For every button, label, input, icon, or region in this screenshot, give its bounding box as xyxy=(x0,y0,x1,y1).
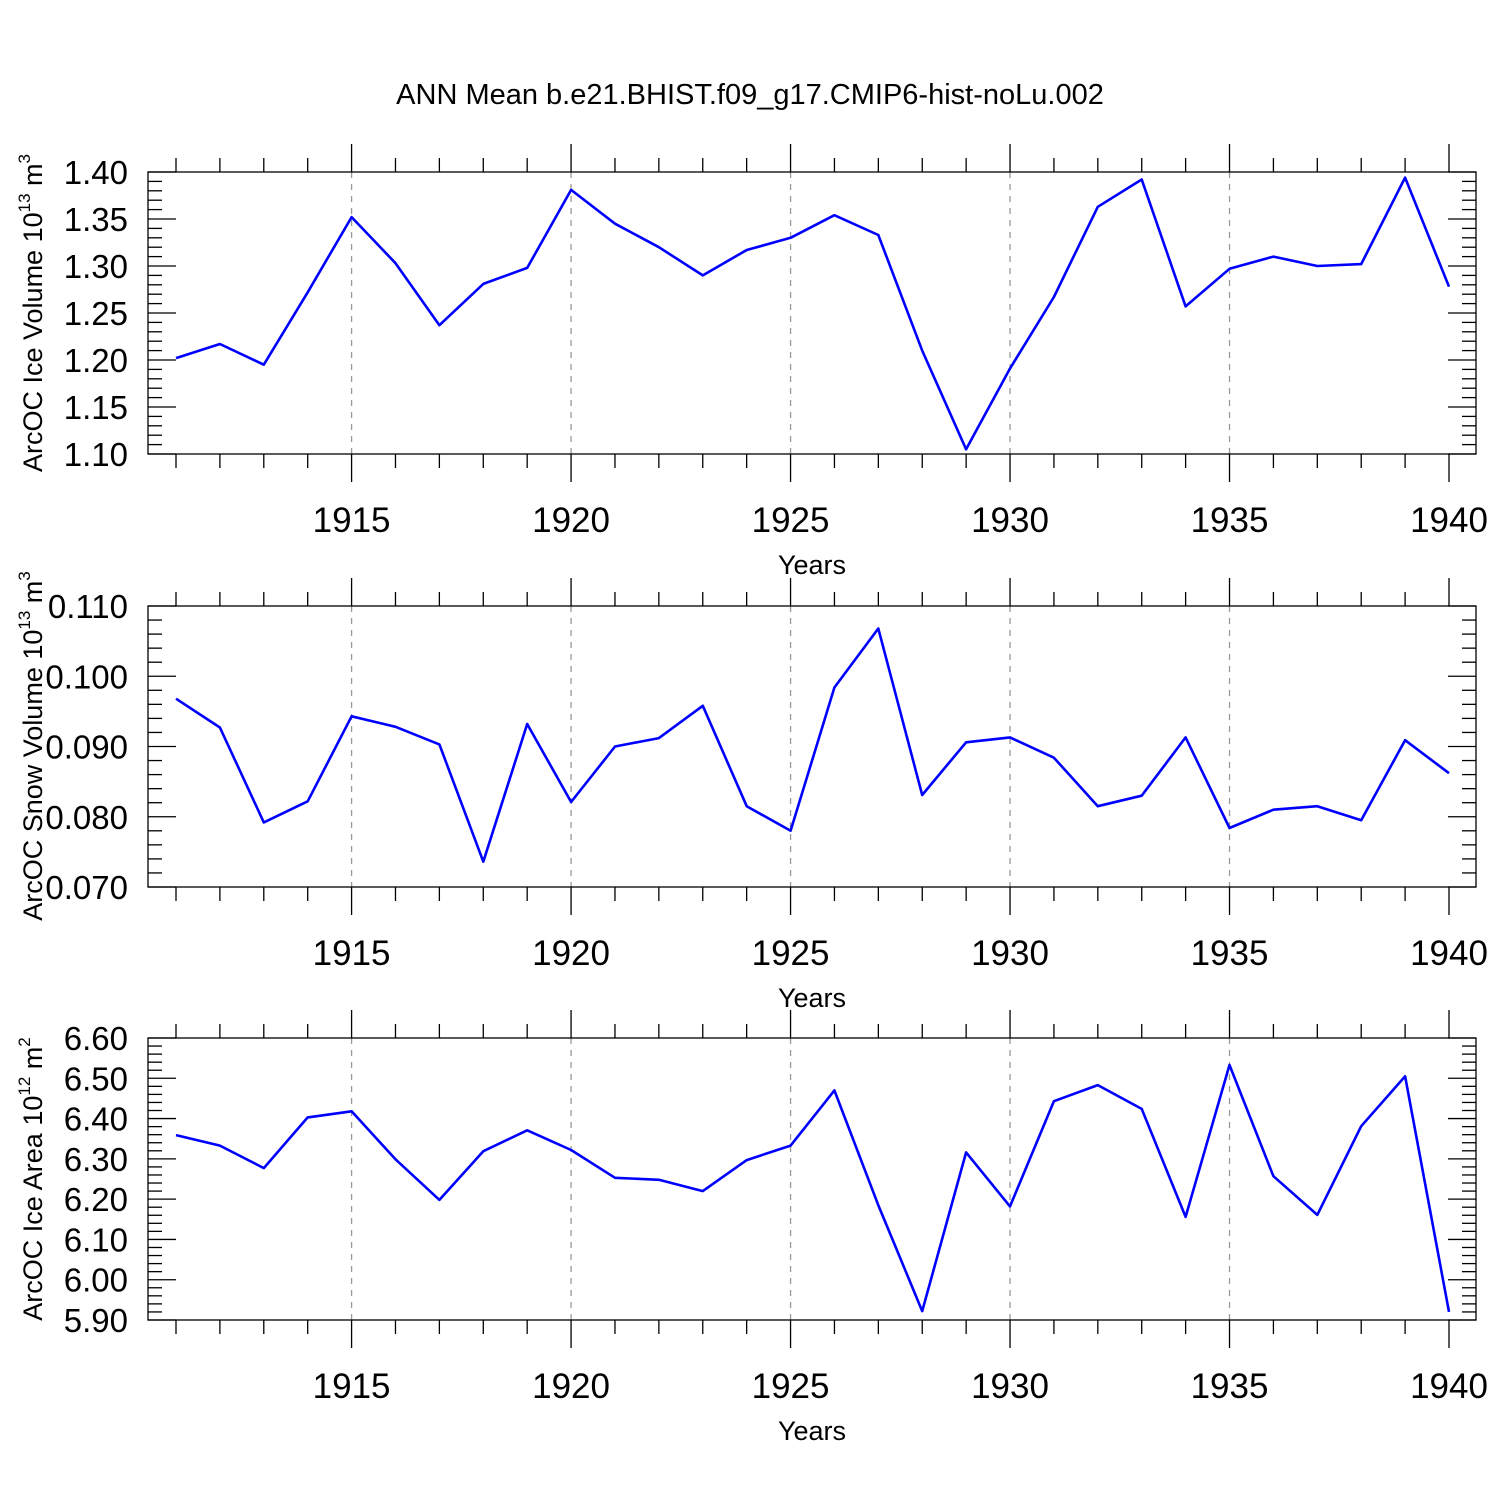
y-axis-label-text: ArcOC Ice Volume 10 xyxy=(18,212,48,472)
y-tick-label: 6.20 xyxy=(64,1181,128,1218)
plot-frame xyxy=(147,1037,1477,1321)
x-tick-label: 1930 xyxy=(971,934,1049,973)
panels: 1915 1920 1925 1930 1935 1940 Years 1.10 1.15 1.2… xyxy=(15,144,1488,1446)
y-axis-label-unit-exponent: 3 xyxy=(15,571,34,580)
x-tick-label: 1940 xyxy=(1410,1367,1488,1406)
x-tick-label: 1930 xyxy=(971,501,1049,540)
y-axis-label-unit-exponent: 3 xyxy=(15,154,34,163)
series-line xyxy=(175,176,1451,451)
y-axis-label: ArcOC Ice Volume 1013 m3 xyxy=(15,154,48,472)
y-tick-label: 1.40 xyxy=(64,154,128,191)
y-tick-label: 6.00 xyxy=(64,1262,128,1299)
y-axis-label-exponent: 13 xyxy=(15,611,34,630)
y-tick-label: 6.40 xyxy=(64,1101,128,1138)
y-tick-label: 0.080 xyxy=(45,799,128,836)
y-axis-label-unit: m xyxy=(18,1047,48,1077)
y-axis-label-unit: m xyxy=(18,581,48,611)
figure-title: ANN Mean b.e21.BHIST.f09_g17.CMIP6-hist-… xyxy=(396,79,1104,111)
x-tick-label: 1925 xyxy=(752,1367,830,1406)
plot-frame xyxy=(147,605,1477,888)
panel-3: 1915 1920 1925 1930 1935 1940 Years 5.906.00 6.1… xyxy=(15,1010,1488,1446)
x-tick-label: 1920 xyxy=(532,934,610,973)
x-tick-label: 1940 xyxy=(1410,934,1488,973)
y-tick-label: 6.30 xyxy=(64,1141,128,1178)
y-axis-label: ArcOC Ice Area 1012 m2 xyxy=(15,1037,48,1321)
x-axis-label: Years xyxy=(778,983,846,1013)
y-tick-label: 1.25 xyxy=(64,295,128,332)
y-axis-label-exponent: 13 xyxy=(15,193,34,212)
x-tick-label: 1915 xyxy=(313,501,391,540)
x-tick-label: 1925 xyxy=(752,934,830,973)
panel-2: 1915 1920 1925 1930 1935 1940 Years 0.070 0.080 0… xyxy=(15,571,1488,1013)
x-axis-label: Years xyxy=(778,1416,846,1446)
x-tick-label: 1935 xyxy=(1191,1367,1269,1406)
y-tick-label: 0.100 xyxy=(45,658,128,695)
x-tick-label: 1920 xyxy=(532,1367,610,1406)
y-tick-label: 1.35 xyxy=(64,201,128,238)
y-tick-label: 6.60 xyxy=(64,1020,128,1057)
x-tick-label: 1915 xyxy=(313,934,391,973)
x-axis-label: Years xyxy=(778,550,846,580)
x-tick-label: 1935 xyxy=(1191,934,1269,973)
y-tick-label: 0.090 xyxy=(45,729,128,766)
y-axis-label: ArcOC Snow Volume 1013 m3 xyxy=(15,571,48,921)
x-tick-label: 1925 xyxy=(752,501,830,540)
series-line xyxy=(175,627,1450,864)
y-axis-label-text: ArcOC Snow Volume 10 xyxy=(18,630,48,921)
y-axis-label-exponent: 12 xyxy=(15,1077,34,1096)
panel-1: 1915 1920 1925 1930 1935 1940 Years 1.10 1.15 1.2… xyxy=(15,144,1488,580)
y-tick-label: 6.50 xyxy=(64,1060,128,1097)
y-tick-label: 6.10 xyxy=(64,1221,128,1258)
y-tick-label: 0.110 xyxy=(48,588,128,625)
y-tick-label: 0.070 xyxy=(45,869,128,906)
y-tick-label: 1.30 xyxy=(64,248,128,285)
x-tick-label: 1940 xyxy=(1410,501,1488,540)
x-tick-label: 1935 xyxy=(1191,501,1269,540)
series-line xyxy=(175,1063,1451,1313)
y-tick-label: 1.10 xyxy=(64,436,128,473)
y-tick-label: 1.20 xyxy=(64,342,128,379)
x-tick-label: 1930 xyxy=(971,1367,1049,1406)
plot-frame xyxy=(147,171,1477,455)
y-axis-label-unit-exponent: 2 xyxy=(15,1037,34,1046)
x-tick-label: 1915 xyxy=(313,1367,391,1406)
x-tick-label: 1920 xyxy=(532,501,610,540)
y-tick-label: 5.90 xyxy=(64,1302,128,1339)
y-tick-label: 1.15 xyxy=(64,389,128,426)
y-axis-label-text: ArcOC Ice Area 10 xyxy=(18,1096,48,1321)
y-axis-label-unit: m xyxy=(18,163,48,193)
